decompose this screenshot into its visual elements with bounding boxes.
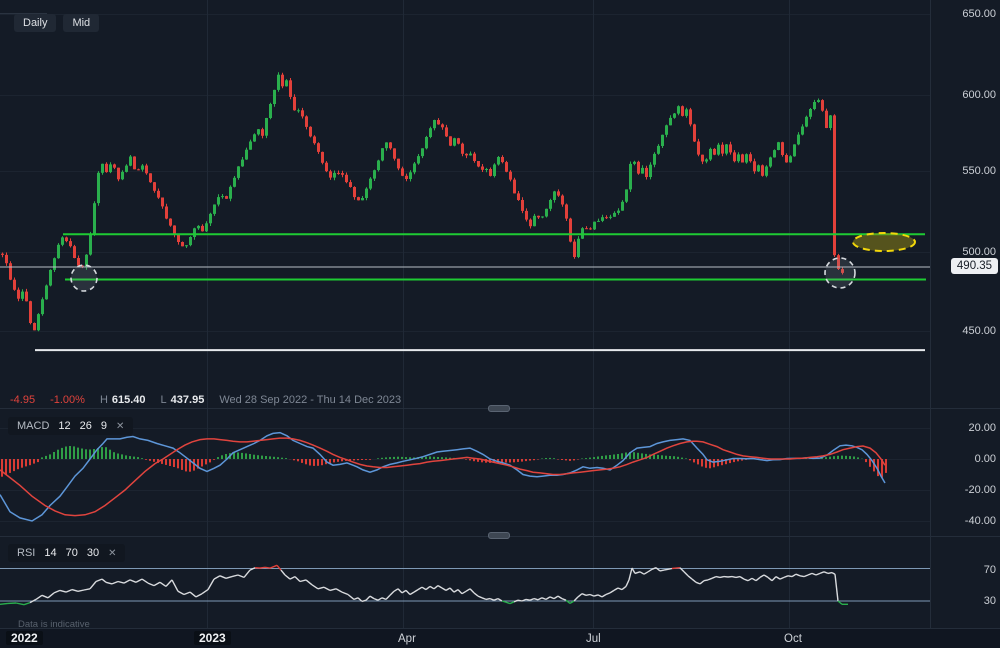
macd-param-fast: 12 [58,420,71,432]
rsi-name: RSI [17,547,36,559]
rsi-close-icon[interactable]: ✕ [108,547,117,559]
macd-param-slow: 26 [79,420,92,432]
rsi-tick-label: 30 [983,595,996,607]
time-tick-label: 2023 [194,631,231,645]
rsi-param-lower: 30 [86,547,100,559]
candlestick-series [1,72,844,332]
macd-signal-line [0,437,886,517]
price-tick-label: 500.00 [962,246,996,258]
price-tick-label: 650.00 [962,8,996,20]
time-tick-label: 2022 [6,631,43,645]
price-tick-label: 550.00 [962,165,996,177]
last-price-label: 490.35 [951,258,998,274]
panel-corner-divider [0,13,47,14]
price-levels [0,233,930,352]
time-axis[interactable]: 2022 2023 Apr Jul Oct [0,628,1000,648]
highlight-ellipse [852,232,916,252]
timeframe-toolbar: Daily Mid [14,14,100,32]
macd-name: MACD [17,420,50,432]
price-axis[interactable]: 490.35 650.00 600.00 550.00 500.00 450.00 20.… [930,0,1000,628]
macd-tick-label: -20.00 [964,484,996,496]
macd-tick-label: -40.00 [964,515,996,527]
time-tick-label: Apr [398,633,416,645]
macd-tick-label: 20.00 [968,422,996,434]
timeframe-mid-button[interactable]: Mid [63,14,100,32]
price-tick-label: 450.00 [962,325,996,337]
price-change-percent: -1.00% [50,394,85,406]
macd-line [0,431,886,522]
price-change: -4.95 [10,394,36,406]
macd-panel-resize-handle[interactable] [488,405,510,412]
highlight-circle [824,257,856,289]
rsi-param-upper: 70 [65,547,78,559]
low-value: L 437.95 [160,394,205,406]
rsi-legend: RSI 14 70 30 ✕ [8,544,126,562]
symbol-status-row: -4.95 -1.00% H 615.40 L 437.95 Wed 28 Se… [10,394,401,406]
macd-legend: MACD 12 26 9 ✕ [8,417,134,435]
date-range: Wed 28 Sep 2022 - Thu 14 Dec 2023 [219,394,402,406]
macd-close-icon[interactable]: ✕ [116,420,125,432]
high-value: H 615.40 [99,394,146,406]
gridlines [207,0,790,634]
macd-param-signal: 9 [100,420,108,432]
timeframe-daily-button[interactable]: Daily [14,14,57,32]
rsi-tick-label: 70 [983,564,996,576]
macd-indicator [0,431,887,522]
time-tick-label: Jul [586,633,601,645]
price-tick-label: 600.00 [962,89,996,101]
time-tick-label: Oct [784,633,802,645]
annotations [70,232,916,292]
macd-tick-label: 0.00 [974,453,996,465]
rsi-panel-resize-handle[interactable] [488,532,510,539]
rsi-param-length: 14 [44,547,57,559]
highlight-circle [70,264,98,292]
rsi-indicator [0,564,930,606]
watermark-text: Data is indicative [18,619,90,630]
